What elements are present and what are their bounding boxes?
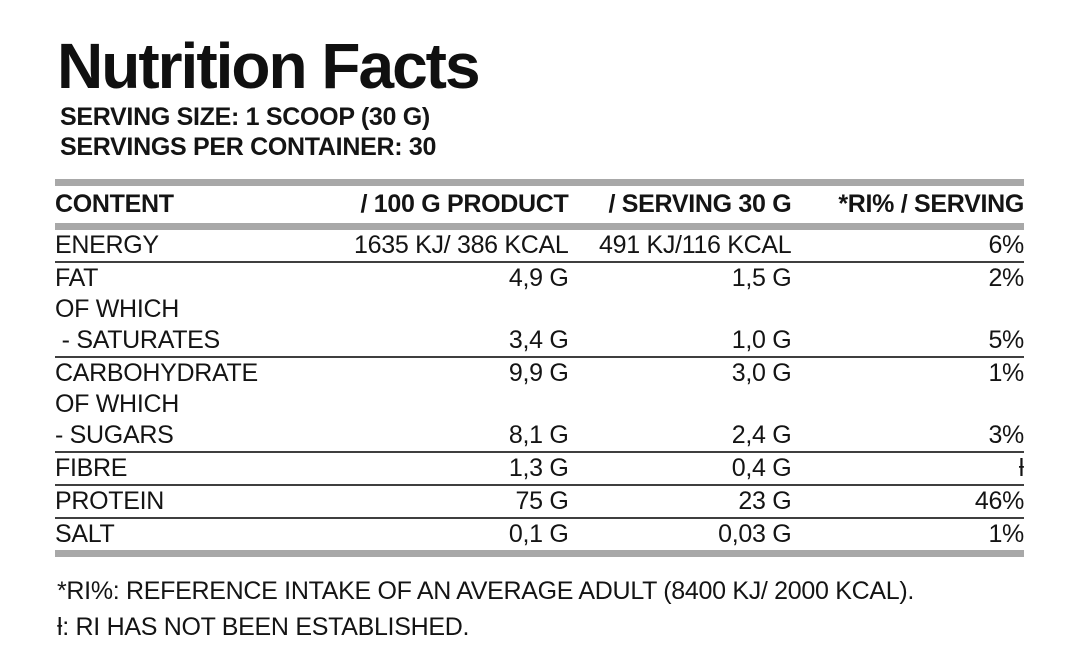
- table-row: - SATURATES 3,4 G 1,0 G 5%: [55, 325, 1024, 357]
- nutrient-name-cell: SALT: [55, 520, 115, 548]
- footnote-ri-definition: *RI%: REFERENCE INTAKE OF AN AVERAGE ADU…: [57, 577, 915, 605]
- per-100g-cell: 3,4 G: [508, 326, 569, 354]
- per-serving-header: / SERVING 30 G: [608, 190, 792, 218]
- table-row: - SUGARS 8,1 G 2,4 G 3%: [55, 420, 1024, 452]
- table-row: OF WHICH: [55, 294, 1024, 325]
- nutrient-name-cell: ENERGY: [55, 231, 159, 259]
- per-100g-cell: 4,9 G: [508, 264, 569, 292]
- per-serving-cell: 1,5 G: [731, 264, 792, 292]
- page-title: Nutrition Facts: [57, 30, 481, 102]
- per-100g-cell: [346, 389, 569, 420]
- nutrient-name-cell: FIBRE: [55, 454, 128, 482]
- table-row: FAT 4,9 G 1,5 G 2%: [55, 262, 1024, 294]
- ri-percent-cell: [791, 389, 1024, 420]
- servings-per-container-line: SERVINGS PER CONTAINER: 30: [60, 133, 437, 161]
- nutrition-table: CONTENT / 100 G PRODUCT / SERVING 30 G *…: [55, 179, 1024, 557]
- nutrient-name-cell: OF WHICH: [55, 390, 179, 418]
- ri-percent-cell: 46%: [974, 487, 1024, 515]
- table-row: ENERGY 1635 KJ/ 386 KCAL 491 KJ/116 KCAL…: [55, 227, 1024, 262]
- table-row: PROTEIN 75 G 23 G 46%: [55, 485, 1024, 518]
- per-serving-cell: 0,03 G: [718, 520, 792, 548]
- per-100g-cell: [346, 294, 569, 325]
- footnotes: *RI%: REFERENCE INTAKE OF AN AVERAGE ADU…: [57, 573, 1090, 645]
- nutrition-table-header: CONTENT / 100 G PRODUCT / SERVING 30 G *…: [55, 182, 1024, 227]
- per-serving-cell: 1,0 G: [731, 326, 792, 354]
- ri-percent-cell: 2%: [988, 264, 1024, 292]
- per-serving-cell: 23 G: [738, 487, 792, 515]
- ri-percent-header: *RI% / SERVING: [838, 190, 1024, 218]
- serving-size-line: SERVING SIZE: 1 SCOOP (30 G): [60, 103, 430, 131]
- per-100g-cell: 0,1 G: [508, 520, 569, 548]
- footnote-ri-not-established: ƚ: RI HAS NOT BEEN ESTABLISHED.: [57, 613, 470, 641]
- nutrition-table-body: ENERGY 1635 KJ/ 386 KCAL 491 KJ/116 KCAL…: [55, 227, 1024, 554]
- nutrient-name-cell: - SATURATES: [55, 326, 221, 354]
- table-row: OF WHICH: [55, 389, 1024, 420]
- content-header: CONTENT: [55, 190, 174, 218]
- per-serving-cell: 3,0 G: [731, 359, 792, 387]
- per-serving-cell: [569, 389, 792, 420]
- per-100g-cell: 1,3 G: [508, 454, 569, 482]
- header-row: CONTENT / 100 G PRODUCT / SERVING 30 G *…: [55, 182, 1024, 227]
- per-serving-cell: 491 KJ/116 KCAL: [599, 231, 792, 259]
- nutrient-name-cell: FAT: [55, 264, 99, 292]
- per-100g-cell: 8,1 G: [508, 421, 569, 449]
- per-serving-cell: 0,4 G: [731, 454, 792, 482]
- nutrient-name-cell: OF WHICH: [55, 295, 179, 323]
- ri-percent-cell: 1%: [988, 359, 1024, 387]
- nutrient-name-cell: - SUGARS: [55, 421, 174, 449]
- table-row: FIBRE 1,3 G 0,4 G ƚ: [55, 452, 1024, 485]
- per-serving-cell: 2,4 G: [731, 421, 792, 449]
- per-100g-header: / 100 G PRODUCT: [360, 190, 569, 218]
- table-row: SALT 0,1 G 0,03 G 1%: [55, 518, 1024, 554]
- ri-percent-cell: 6%: [988, 231, 1024, 259]
- per-100g-cell: 75 G: [515, 487, 569, 515]
- nutrient-name-cell: CARBOHYDRATE: [55, 359, 258, 387]
- ri-percent-cell: 3%: [988, 421, 1024, 449]
- ri-percent-cell: 1%: [988, 520, 1024, 548]
- nutrient-name-cell: PROTEIN: [55, 487, 165, 515]
- per-100g-cell: 9,9 G: [508, 359, 569, 387]
- table-row: CARBOHYDRATE 9,9 G 3,0 G 1%: [55, 357, 1024, 389]
- per-serving-cell: [569, 294, 792, 325]
- ri-percent-cell: 5%: [988, 326, 1024, 354]
- per-100g-cell: 1635 KJ/ 386 KCAL: [354, 231, 569, 259]
- ri-percent-cell: ƚ: [1018, 454, 1025, 482]
- ri-percent-cell: [791, 294, 1024, 325]
